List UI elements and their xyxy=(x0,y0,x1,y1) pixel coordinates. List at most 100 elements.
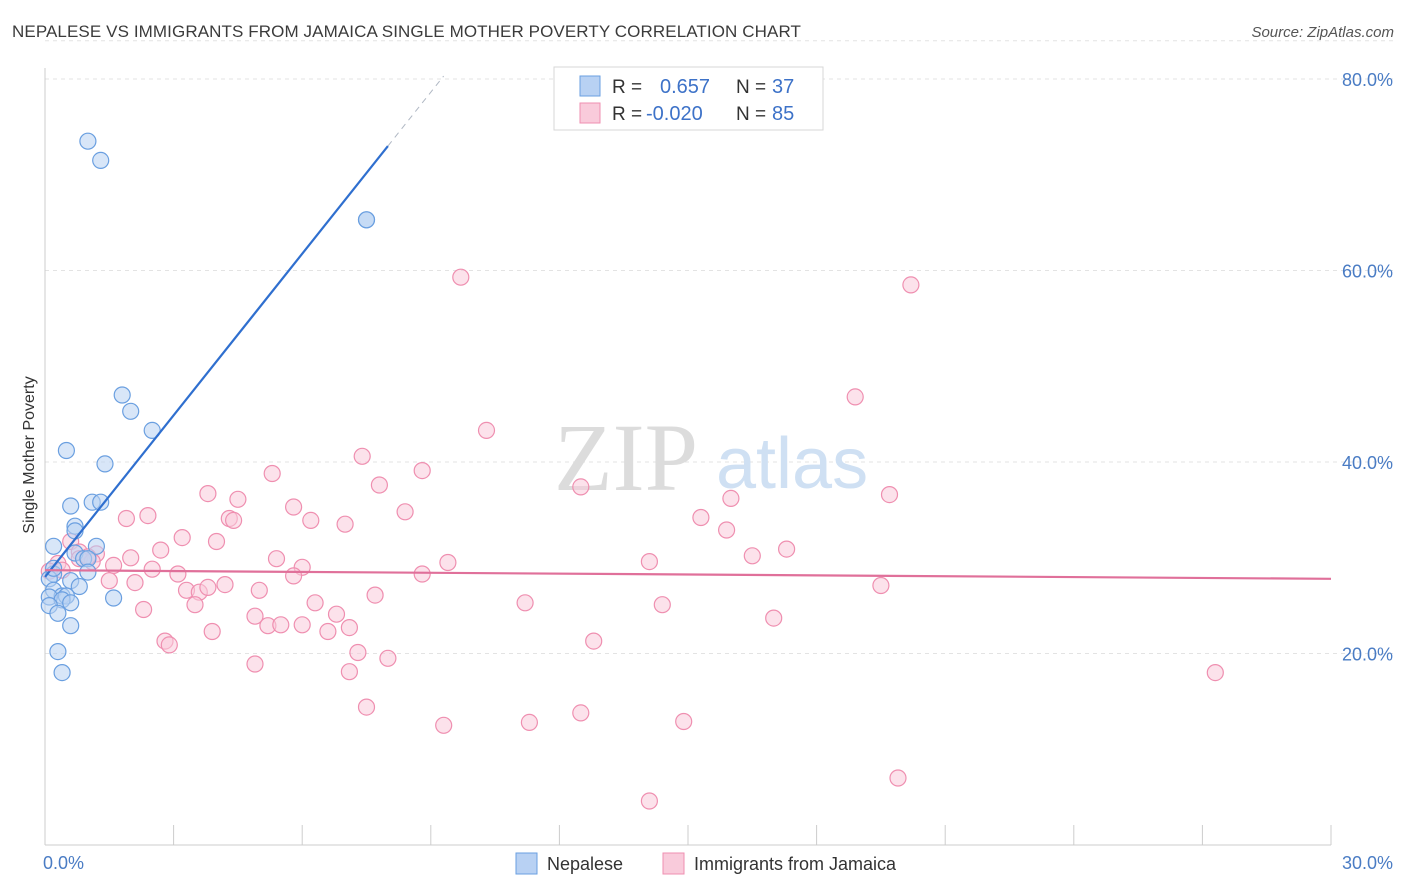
trend-line-nepalese xyxy=(44,145,389,578)
point-jamaica xyxy=(765,609,783,627)
point-jamaica xyxy=(152,541,170,559)
y-tick-label: 20.0% xyxy=(1342,645,1393,665)
point-jamaica xyxy=(1206,663,1224,682)
point-jamaica xyxy=(366,586,384,604)
x-tick-label: 0.0% xyxy=(43,853,84,873)
point-jamaica xyxy=(435,716,453,734)
point-jamaica xyxy=(327,605,346,623)
point-jamaica xyxy=(143,560,161,578)
point-jamaica xyxy=(572,478,590,496)
point-jamaica xyxy=(889,769,907,787)
point-nepalese xyxy=(62,617,80,635)
point-nepalese xyxy=(96,455,114,473)
point-jamaica xyxy=(139,506,157,525)
point-nepalese xyxy=(62,497,80,515)
point-jamaica xyxy=(846,388,864,406)
point-jamaica xyxy=(520,713,539,732)
stats-swatch-jamaica xyxy=(579,102,601,124)
legend-swatch-nepalese xyxy=(515,852,538,875)
point-jamaica xyxy=(319,622,337,641)
point-nepalese xyxy=(92,493,110,511)
point-jamaica xyxy=(302,511,320,530)
point-jamaica xyxy=(246,655,264,673)
point-jamaica xyxy=(413,565,431,583)
point-jamaica xyxy=(285,567,303,585)
y-tick-label: 80.0% xyxy=(1342,70,1393,90)
point-jamaica xyxy=(263,464,281,483)
point-jamaica xyxy=(452,268,470,286)
stats-r-value-jamaica: -0.020 xyxy=(646,103,703,125)
point-nepalese xyxy=(357,211,376,229)
point-jamaica xyxy=(640,552,659,571)
trend-line-jamaica xyxy=(44,569,1332,580)
y-axis-label: Single Mother Poverty xyxy=(21,376,38,533)
point-jamaica xyxy=(357,698,376,716)
legend-label-nepalese: Nepalese xyxy=(547,854,623,874)
point-jamaica xyxy=(880,486,899,504)
point-jamaica xyxy=(160,636,178,654)
point-nepalese xyxy=(113,386,131,404)
point-jamaica xyxy=(777,540,796,558)
point-jamaica xyxy=(653,596,671,614)
watermark-zip: ZIP xyxy=(554,404,698,511)
stats-n-value-nepalese: 37 xyxy=(772,76,794,98)
point-jamaica xyxy=(336,515,354,533)
point-jamaica xyxy=(117,509,136,528)
point-jamaica xyxy=(516,594,534,612)
stats-n-label-nepalese: N = xyxy=(736,77,766,98)
point-nepalese xyxy=(53,663,71,682)
point-jamaica xyxy=(122,549,140,567)
watermark: ZIP atlas xyxy=(554,404,868,511)
point-nepalese xyxy=(49,642,67,661)
point-jamaica xyxy=(722,489,740,507)
legend: Nepalese Immigrants from Jamaica xyxy=(515,852,897,875)
point-jamaica xyxy=(126,573,144,592)
point-jamaica xyxy=(396,503,414,521)
point-nepalese xyxy=(49,604,67,622)
stats-n-value-jamaica: 85 xyxy=(772,103,794,125)
point-jamaica xyxy=(379,649,397,667)
point-jamaica xyxy=(207,532,226,551)
point-jamaica xyxy=(285,498,303,516)
point-jamaica xyxy=(203,622,221,641)
point-jamaica xyxy=(692,508,710,527)
point-jamaica xyxy=(370,476,388,494)
point-nepalese xyxy=(57,441,76,460)
x-tick-labels: 0.0% 30.0% xyxy=(43,853,1393,873)
point-jamaica xyxy=(267,550,286,568)
chart-title: NEPALESE VS IMMIGRANTS FROM JAMAICA SING… xyxy=(12,22,802,41)
point-jamaica xyxy=(306,594,324,612)
point-jamaica xyxy=(572,704,590,722)
stats-n-label-jamaica: N = xyxy=(736,104,766,125)
y-tick-labels: 20.0% 40.0% 60.0% 80.0% xyxy=(1342,70,1393,665)
point-jamaica xyxy=(199,485,217,503)
point-jamaica xyxy=(413,462,431,480)
point-nepalese xyxy=(104,589,123,607)
trend-layer xyxy=(44,75,1332,580)
y-tick-label: 60.0% xyxy=(1342,262,1393,282)
stats-box: R = 0.657 N = 37 R = -0.020 N = 85 xyxy=(553,66,824,131)
legend-label-jamaica: Immigrants from Jamaica xyxy=(694,854,897,874)
point-nepalese xyxy=(44,537,63,555)
point-jamaica xyxy=(872,576,890,595)
point-jamaica xyxy=(349,643,367,662)
point-jamaica xyxy=(246,607,264,625)
watermark-atlas: atlas xyxy=(716,424,868,504)
point-jamaica xyxy=(293,616,311,634)
point-jamaica xyxy=(340,618,358,637)
point-jamaica xyxy=(340,663,358,681)
point-nepalese xyxy=(87,537,106,555)
point-jamaica xyxy=(135,600,153,619)
source-credit: Source: ZipAtlas.com xyxy=(1251,24,1394,41)
point-jamaica xyxy=(199,578,217,597)
x-tick-label: 30.0% xyxy=(1342,853,1393,873)
trend-line-nepalese-extension xyxy=(387,75,445,147)
axes xyxy=(44,68,1332,846)
point-jamaica xyxy=(225,511,243,530)
point-jamaica xyxy=(229,490,247,508)
point-nepalese xyxy=(62,594,80,612)
point-jamaica xyxy=(477,421,496,439)
stats-r-label-jamaica: R = xyxy=(612,104,642,125)
stats-r-value-nepalese: 0.657 xyxy=(660,76,710,98)
